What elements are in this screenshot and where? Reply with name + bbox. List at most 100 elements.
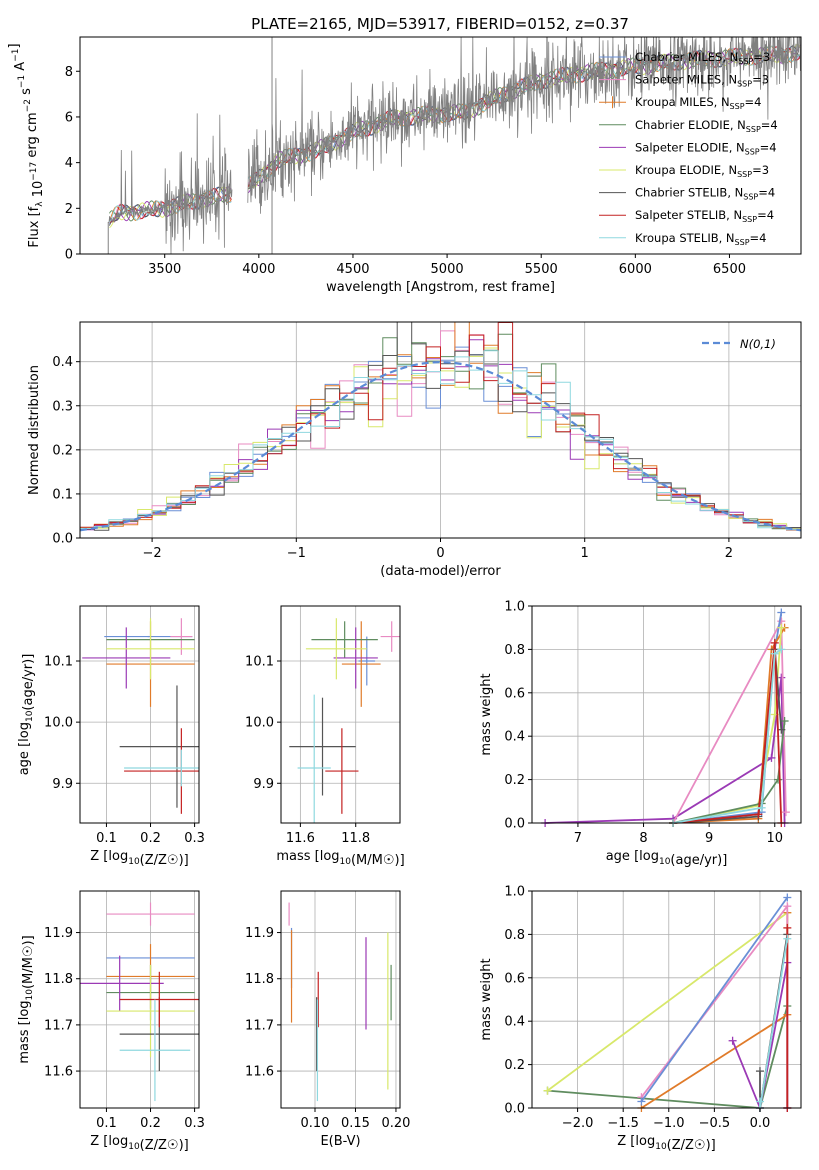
- mass-vs-Z-ytick-label-3: 11.9: [44, 926, 73, 941]
- age-vs-mass-plot: [289, 618, 400, 823]
- weight-vs-age-ytick-label-2: 0.4: [504, 730, 525, 745]
- weight-vs-Z-xtick-label-3: −0.5: [699, 1116, 731, 1131]
- residuals-ytick-label-3: 0.3: [52, 399, 73, 414]
- spectrum-plot: [107, 37, 801, 254]
- weight-vs-age-point-0-3: [777, 673, 786, 682]
- spectrum-ytick-label-3: 6: [65, 110, 73, 125]
- weight-vs-Z-xtick-label-4: 0.0: [750, 1116, 771, 1131]
- spectrum-ytick-label-2: 4: [65, 156, 73, 171]
- legend-label-4: Salpeter ELODIE, NSSP=4: [635, 140, 777, 156]
- age-vs-mass-ytick-label-1: 10.0: [245, 716, 274, 731]
- weight-vs-age-plot: [541, 608, 790, 827]
- spectrum-border: [79, 36, 802, 255]
- spectrum-xtick-label-0: 3500: [148, 262, 181, 277]
- weight-vs-age-series-line-7: [673, 642, 783, 824]
- legend-label-1: Salpeter MILES, NSSP=3: [635, 73, 769, 89]
- weight-vs-age-point-8-1: [757, 803, 766, 812]
- residuals-xtick-label-4: 2: [725, 546, 733, 561]
- mass-vs-Z-xlabel: Z [log10(Z/Z☉)]: [90, 1134, 188, 1153]
- weight-vs-age-series-line-3: [673, 627, 786, 824]
- weight-vs-age-series-line-5: [672, 720, 786, 824]
- mass-vs-Z-plot: [80, 902, 199, 1102]
- weight-vs-Z-ytick-label-5: 1.0: [504, 885, 525, 900]
- weight-vs-age-xtick-label-2: 9: [705, 831, 713, 846]
- age-vs-Z-ytick-label-0: 9.9: [52, 777, 73, 792]
- residuals-ytick-label-1: 0.1: [52, 487, 73, 502]
- spectrum-ylabel: Flux [fλ 10−17 erg cm−2 s−1 A−1]: [7, 43, 46, 247]
- spectrum-xtick-label-6: 6500: [713, 262, 746, 277]
- mass-vs-ebv-xtick-label-0: 0.10: [301, 1116, 330, 1131]
- weight-vs-age-point-5-2: [774, 775, 783, 784]
- age-vs-mass-ytick-label-2: 10.1: [245, 655, 274, 670]
- mass-vs-Z-xtick-label-1: 0.2: [140, 1116, 161, 1131]
- weight-vs-Z-series-line-4: [640, 896, 789, 1103]
- spectrum-xtick-label-2: 4500: [336, 262, 369, 277]
- normal-curve: [80, 360, 801, 532]
- legend-label-5: Kroupa ELODIE, NSSP=3: [635, 163, 769, 179]
- weight-vs-age-point-7-2: [770, 638, 779, 647]
- weight-vs-age-ytick-label-1: 0.2: [504, 773, 525, 788]
- weight-vs-Z-series-line-1: [546, 910, 789, 1108]
- mass-vs-ebv-xtick-label-1: 0.15: [341, 1116, 370, 1131]
- weight-vs-Z-point-8-2: [783, 934, 792, 943]
- weight-vs-age-point-7-1: [754, 810, 763, 819]
- residuals-ytick-label-0: 0.0: [52, 532, 73, 547]
- weight-vs-Z-xtick-label-1: −1.5: [607, 1116, 639, 1131]
- weight-vs-age-point-5-3: [780, 717, 789, 726]
- age-vs-Z-ytick-label-1: 10.0: [44, 716, 73, 731]
- spectrum-frame: 3500 4000 4500 5000 5500 6000 6500 0 2 4 6 8 wavelen…: [7, 36, 802, 295]
- mass-vs-Z-ytick-label-2: 11.8: [44, 972, 73, 987]
- weight-vs-Z-ytick-label-0: 0.0: [504, 1102, 525, 1117]
- weight-vs-age-xtick-label-0: 7: [574, 831, 582, 846]
- weight-vs-age-xtick-label-3: 10: [766, 831, 783, 846]
- weight-vs-age-ytick-label-0: 0.0: [504, 817, 525, 832]
- spectrum-ytick-label-4: 8: [65, 65, 73, 80]
- age-vs-mass-ytick-label-0: 9.9: [253, 777, 274, 792]
- weight-vs-Z-plot: [543, 893, 792, 1112]
- age-vs-Z-xtick-label-0: 0.1: [96, 831, 117, 846]
- age-vs-Z-xtick-label-1: 0.2: [140, 831, 161, 846]
- spectrum-legend: Chabrier MILES, NSSP=3 Salpeter MILES, NS…: [599, 50, 778, 247]
- mass-vs-Z-xtick-label-0: 0.1: [96, 1116, 117, 1131]
- age-vs-mass-xtick-label-1: 11.8: [341, 831, 370, 846]
- weight-vs-age-ytick-label-5: 1.0: [504, 600, 525, 615]
- weight-vs-age-series-line-8: [672, 648, 782, 824]
- weight-vs-Z-point-5-0: [728, 1036, 737, 1045]
- weight-vs-age-point-8-2: [770, 649, 779, 658]
- residuals-plot: [80, 322, 801, 538]
- weight-vs-Z-xlabel: Z [log10(Z/Z☉)]: [617, 1134, 715, 1153]
- weight-vs-Z-ylabel: mass weight: [479, 958, 494, 1040]
- mass-vs-ebv-border: [280, 890, 401, 1109]
- spectrum-xtick-label-5: 6000: [619, 262, 652, 277]
- weight-vs-Z-point-6-0: [755, 1067, 764, 1076]
- spectrum-xtick-label-4: 5500: [525, 262, 558, 277]
- data-spectrum-line: [108, 37, 801, 254]
- age-vs-mass-xtick-label-0: 11.6: [286, 831, 315, 846]
- residuals-frame: −2 −1 0 1 2 0.0 0.1 0.2 0.3 0.4 (data-model)/error…: [27, 321, 802, 579]
- mass-vs-Z-border: [79, 890, 200, 1109]
- spectrum-ytick-label-1: 2: [65, 202, 73, 217]
- mass-vs-ebv-xtick-label-2: 0.20: [381, 1116, 410, 1131]
- legend-label-3: Chabrier ELODIE, NSSP=4: [635, 118, 778, 134]
- residuals-ylabel: Normed distribution: [27, 365, 42, 495]
- mass-vs-Z-frame: 0.1 0.2 0.3 11.6 11.7 11.8 11.9 Z [log10(Z/Z☉)]…: [17, 890, 205, 1153]
- mass-vs-Z-ytick-label-0: 11.6: [44, 1065, 73, 1080]
- weight-vs-age-ytick-label-4: 0.8: [504, 643, 525, 658]
- age-vs-mass-border: [280, 605, 401, 824]
- weight-vs-age-point-2-3: [777, 608, 786, 617]
- weight-vs-Z-ytick-label-1: 0.2: [504, 1058, 525, 1073]
- mass-vs-Z-ylabel: mass [log10(M/M☉)]: [17, 935, 36, 1063]
- age-vs-Z-plot: [82, 618, 199, 814]
- mass-vs-ebv-ytick-label-3: 11.9: [245, 926, 274, 941]
- residuals-xtick-label-2: 0: [436, 546, 444, 561]
- histogram-step-8: [80, 350, 801, 538]
- residuals-ytick-label-2: 0.2: [52, 443, 73, 458]
- residuals-legend: N(0,1): [702, 337, 776, 351]
- residuals-xtick-label-1: −1: [287, 546, 306, 561]
- mass-vs-ebv-plot: [288, 902, 392, 1102]
- age-vs-Z-ylabel: age [log10(age/yr)]: [17, 654, 36, 776]
- figure-title: PLATE=2165, MJD=53917, FIBERID=0152, z=0…: [251, 15, 629, 33]
- mass-vs-ebv-ytick-label-0: 11.6: [245, 1065, 274, 1080]
- legend-label-8: Kroupa STELIB, NSSP=4: [635, 231, 766, 247]
